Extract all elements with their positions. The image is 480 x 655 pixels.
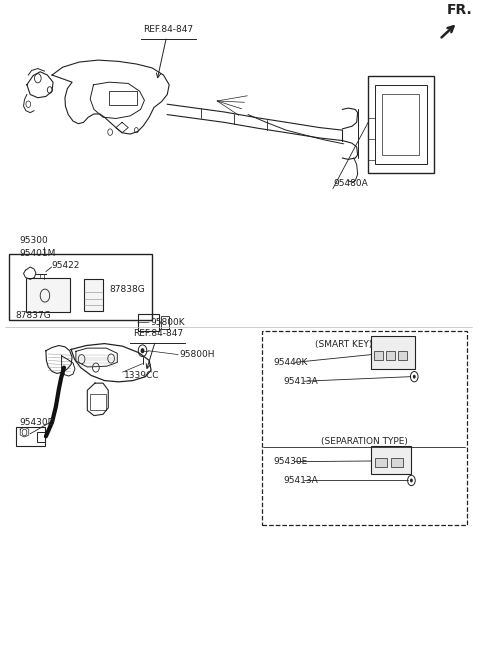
Bar	[37, 432, 46, 441]
Text: 95300: 95300	[20, 236, 48, 245]
Bar	[391, 458, 403, 468]
Text: REF.84-847: REF.84-847	[143, 24, 193, 78]
Bar	[375, 84, 427, 164]
Bar	[84, 280, 103, 310]
Bar	[383, 94, 419, 155]
Text: 95480A: 95480A	[334, 179, 369, 188]
Text: 95430D: 95430D	[20, 418, 55, 426]
Text: 95422: 95422	[52, 261, 80, 270]
Text: 95430E: 95430E	[273, 457, 307, 466]
Circle shape	[410, 479, 413, 482]
Bar	[138, 314, 159, 331]
Bar	[397, 351, 407, 360]
Text: 95800H: 95800H	[179, 350, 215, 359]
Bar	[262, 331, 467, 525]
Bar	[9, 254, 152, 320]
Text: 87837G: 87837G	[15, 311, 51, 320]
Bar	[90, 394, 107, 411]
Bar	[368, 76, 434, 173]
Bar	[26, 278, 70, 312]
Bar	[374, 351, 383, 360]
Circle shape	[141, 348, 144, 353]
Text: (SMART KEY): (SMART KEY)	[315, 340, 372, 348]
Text: 95413A: 95413A	[283, 377, 318, 386]
Text: 95401M: 95401M	[20, 249, 56, 258]
Text: 87838G: 87838G	[109, 284, 145, 293]
Text: 95800K: 95800K	[151, 318, 185, 327]
Text: FR.: FR.	[447, 3, 473, 17]
Circle shape	[413, 375, 416, 379]
Bar	[371, 337, 415, 369]
Bar	[16, 426, 46, 446]
Text: 1339CC: 1339CC	[123, 371, 159, 380]
Bar	[386, 351, 395, 360]
Text: 95440K: 95440K	[273, 358, 307, 367]
Text: 95413A: 95413A	[283, 476, 318, 485]
Bar	[375, 458, 387, 468]
Bar	[371, 446, 411, 474]
Bar	[109, 90, 137, 105]
Text: REF.84-847: REF.84-847	[132, 329, 183, 368]
Bar	[161, 316, 169, 329]
Text: (SEPARATION TYPE): (SEPARATION TYPE)	[321, 437, 408, 446]
